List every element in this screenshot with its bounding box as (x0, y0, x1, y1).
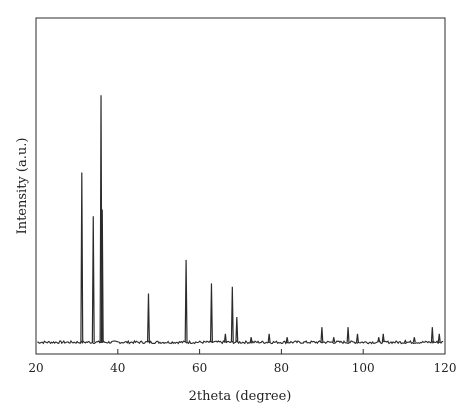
x-tick-label: 40 (110, 361, 125, 375)
y-axis-title: Intensity (a.u.) (15, 138, 30, 235)
diffraction-peak (100, 209, 104, 343)
diffraction-peak (184, 259, 188, 343)
diffraction-peak (320, 327, 324, 343)
diffraction-peak (267, 333, 271, 343)
x-tick-label: 60 (192, 361, 207, 375)
x-tick-label: 120 (434, 361, 457, 375)
plot-frame (35, 17, 446, 355)
spectrum-baseline (37, 339, 444, 345)
diffraction-peak (80, 172, 84, 343)
diffraction-peak (146, 293, 150, 343)
x-tick-label: 100 (352, 361, 375, 375)
diffraction-peak (91, 216, 95, 343)
x-axis-ticks: 20 40 60 80 100 120 (28, 349, 456, 375)
diffraction-peak (249, 337, 253, 343)
diffraction-peak (235, 317, 239, 343)
diffraction-peak (332, 337, 336, 343)
x-tick-label: 20 (28, 361, 43, 375)
diffraction-peak (437, 333, 441, 343)
diffraction-peak (377, 337, 381, 343)
diffraction-peak (430, 327, 434, 343)
diffraction-peak (381, 333, 385, 343)
diffraction-peak (230, 286, 234, 343)
chart-marks (37, 95, 444, 345)
diffraction-peak (403, 339, 407, 343)
diffraction-peak (285, 337, 289, 343)
diffraction-peak (209, 283, 213, 343)
diffraction-peak (346, 327, 350, 343)
x-axis-title: 2theta (degree) (189, 389, 292, 404)
diffraction-peak (355, 333, 359, 343)
diffraction-peak (412, 337, 416, 343)
diffraction-peak (223, 333, 227, 343)
x-tick-label: 80 (274, 361, 289, 375)
